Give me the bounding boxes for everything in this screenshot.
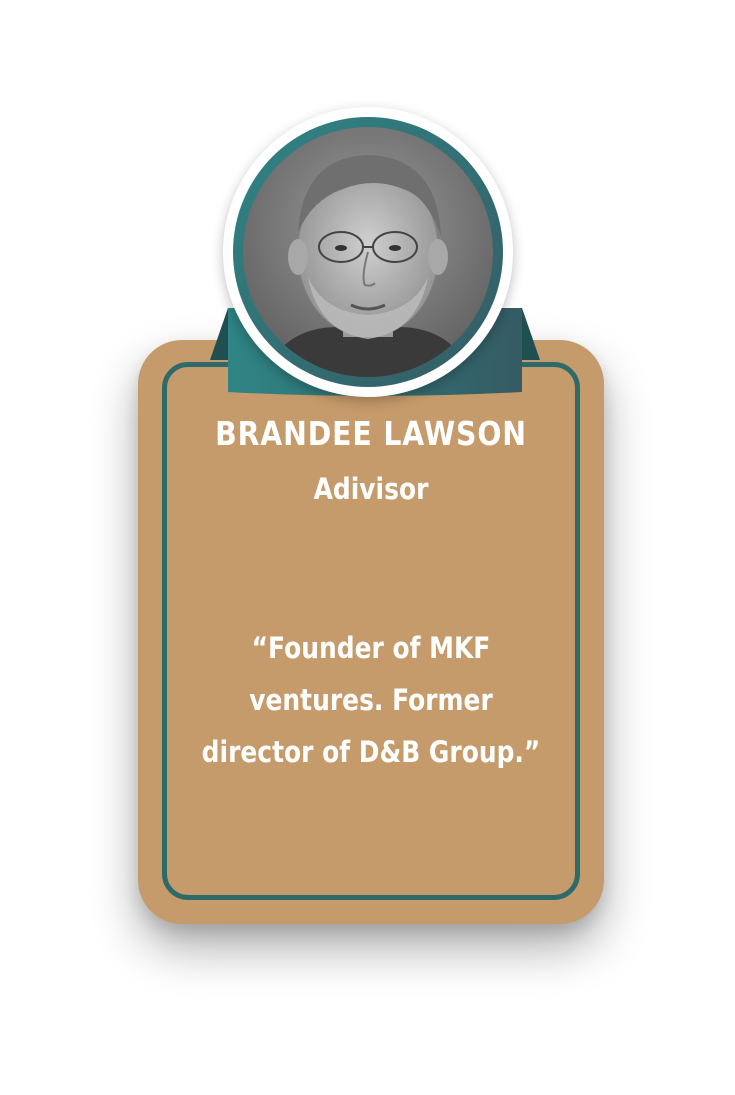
person-photo-icon	[243, 127, 493, 377]
advisor-quote: “Founder of MKF ventures. Former directo…	[201, 631, 541, 769]
avatar-ring	[233, 117, 503, 387]
advisor-role: Adivisor	[313, 472, 429, 506]
card-background	[138, 340, 604, 924]
advisor-name: BRANDEE LAWSON	[215, 414, 527, 453]
avatar-frame	[223, 107, 513, 397]
avatar	[243, 127, 493, 377]
